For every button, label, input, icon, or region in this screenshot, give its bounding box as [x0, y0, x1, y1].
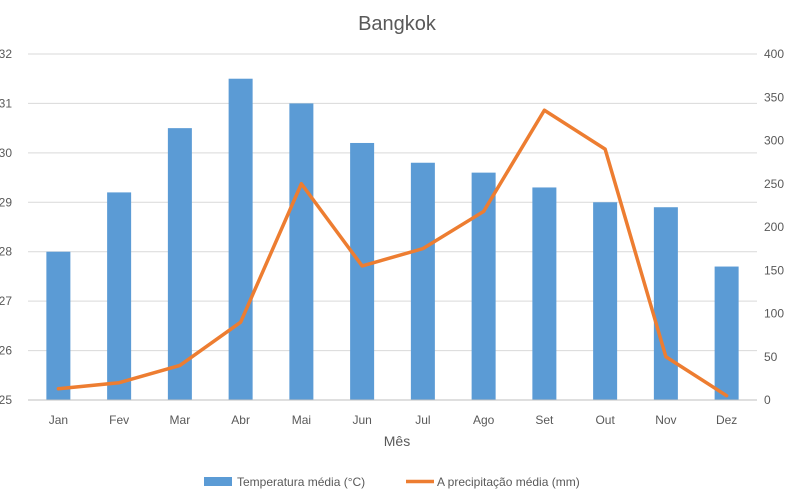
x-tick-label: Jul: [415, 413, 430, 427]
gridlines: [28, 53, 757, 352]
legend-swatch-bar: [204, 477, 232, 486]
precipitation-line: [56, 108, 729, 398]
bar: [532, 187, 557, 400]
x-tick-label: Ago: [473, 413, 495, 427]
y-left-tick-label: 32: [0, 47, 12, 61]
bar: [289, 103, 314, 400]
y-right-tick-label: 50: [764, 350, 778, 364]
chart-title: Bangkok: [358, 13, 437, 35]
x-tick-label: Fev: [109, 413, 129, 427]
x-tick-label: Abr: [231, 413, 250, 427]
y-left-tick-label: 29: [0, 195, 12, 209]
bar: [653, 207, 678, 400]
bar: [350, 142, 375, 400]
bar: [471, 172, 496, 400]
y-right-tick-label: 350: [764, 90, 784, 104]
bar: [593, 202, 618, 400]
y-left-tick-label: 27: [0, 294, 12, 308]
bar: [714, 266, 739, 400]
bar: [107, 192, 132, 400]
y-left-tick-label: 26: [0, 344, 12, 358]
x-tick-label: Mar: [170, 413, 191, 427]
y-right-tick-label: 250: [764, 177, 784, 191]
x-tick-label: Set: [535, 413, 554, 427]
legend-label-temperature: Temperatura média (°C): [237, 475, 365, 489]
y-left-tick-label: 25: [0, 393, 12, 407]
x-tick-label: Jan: [49, 413, 68, 427]
x-tick-label: Mai: [292, 413, 311, 427]
y-right-tick-label: 100: [764, 307, 784, 321]
legend-label-precipitation: A precipitação média (mm): [437, 475, 580, 489]
y-right-tick-label: 400: [764, 47, 784, 61]
bar: [46, 251, 71, 400]
bar: [167, 128, 192, 400]
x-tick-label: Dez: [716, 413, 737, 427]
y-right-tick-label: 300: [764, 134, 784, 148]
bar-series: [46, 78, 739, 400]
x-tick-label: Nov: [655, 413, 676, 427]
y-left-tick-label: 28: [0, 245, 12, 259]
bar: [410, 162, 435, 400]
y-right-tick-label: 200: [764, 220, 784, 234]
line-series: [56, 108, 729, 398]
x-tick-label: Out: [595, 413, 615, 427]
y-left-tick-label: 30: [0, 146, 12, 160]
bar: [228, 78, 253, 400]
y-left-tick-label: 31: [0, 96, 12, 110]
x-tick-label: Jun: [352, 413, 371, 427]
x-axis-title: Mês: [384, 433, 410, 449]
y-right-tick-label: 150: [764, 263, 784, 277]
legend: Temperatura média (°C) A precipitação méd…: [204, 475, 580, 489]
y-right-tick-label: 0: [764, 393, 771, 407]
axes: 25 26 27 28 29 30 31 32 0 50 100 150 200 250 300 350 400…: [0, 47, 784, 427]
